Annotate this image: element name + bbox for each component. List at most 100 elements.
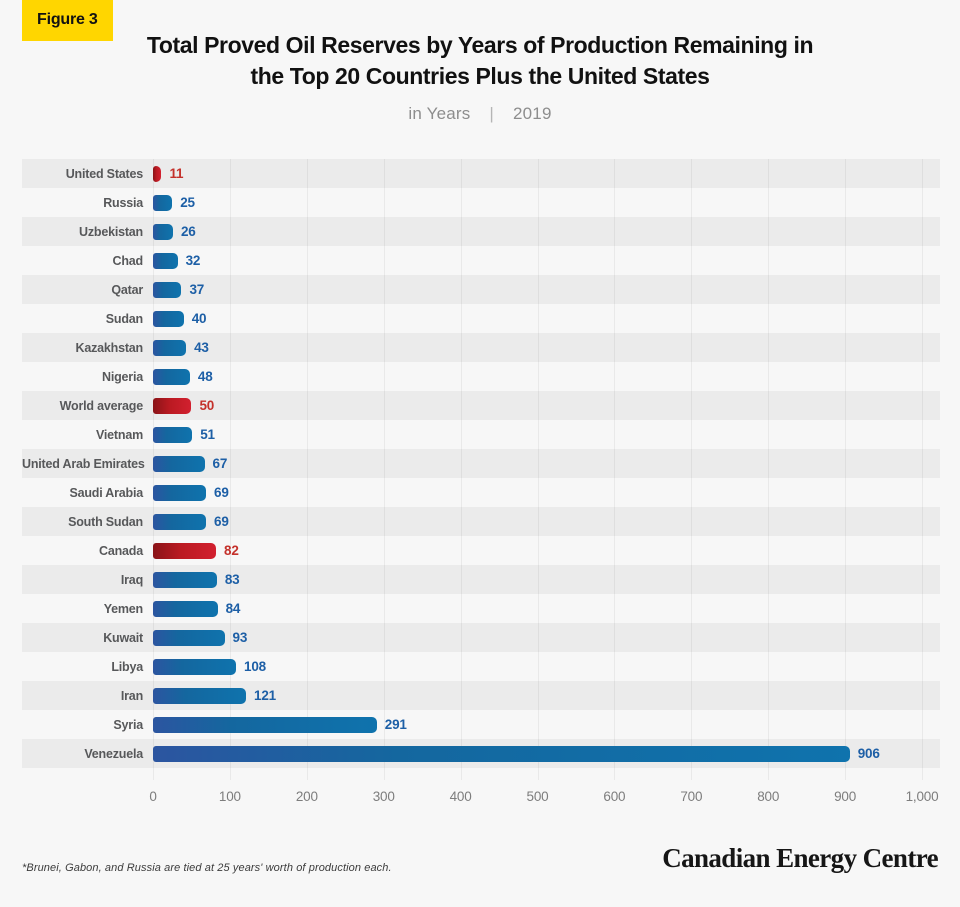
bar-track: 121 bbox=[153, 681, 940, 710]
category-label: Yemen bbox=[103, 601, 144, 616]
x-tick-label: 600 bbox=[603, 789, 626, 804]
bar-track: 67 bbox=[153, 449, 940, 478]
chart-row: Uzbekistan 26 bbox=[22, 217, 940, 246]
subtitle-separator: | bbox=[489, 104, 495, 123]
chart-row: Iraq 83 bbox=[22, 565, 940, 594]
bar-track: 906 bbox=[153, 739, 940, 768]
chart-row: Nigeria 48 bbox=[22, 362, 940, 391]
chart-row: Russia 25 bbox=[22, 188, 940, 217]
value-label: 67 bbox=[212, 456, 228, 471]
bar-track: 50 bbox=[153, 391, 940, 420]
figure-badge: Figure 3 bbox=[22, 0, 113, 41]
chart-title: Total Proved Oil Reserves by Years of Pr… bbox=[0, 30, 960, 92]
chart-subtitle: in Years | 2019 bbox=[0, 104, 960, 124]
chart-row: Qatar 37 bbox=[22, 275, 940, 304]
bar-track: 93 bbox=[153, 623, 940, 652]
category-label: Sudan bbox=[105, 311, 143, 326]
value-label: 37 bbox=[189, 282, 205, 297]
category-label: Venezuela bbox=[84, 746, 143, 761]
chart-title-line1: Total Proved Oil Reserves by Years of Pr… bbox=[146, 32, 814, 58]
category-label: Vietnam bbox=[95, 427, 143, 442]
bar-track: 82 bbox=[153, 536, 940, 565]
chart-row: Saudi Arabia 69 bbox=[22, 478, 940, 507]
x-tick-label: 1,000 bbox=[905, 789, 939, 804]
value-label: 11 bbox=[169, 166, 184, 181]
value-label: 84 bbox=[225, 601, 241, 616]
x-tick-label: 200 bbox=[295, 789, 318, 804]
chart-title-line2: the Top 20 Countries Plus the United Sta… bbox=[250, 63, 710, 89]
bar bbox=[153, 223, 173, 240]
category-label: Kazakhstan bbox=[75, 340, 144, 355]
bar bbox=[153, 658, 237, 675]
value-label: 51 bbox=[200, 427, 215, 442]
chart-row: World average 50 bbox=[22, 391, 940, 420]
category-label: Libya bbox=[111, 659, 143, 674]
category-label: Canada bbox=[99, 543, 143, 558]
value-label: 48 bbox=[197, 369, 213, 384]
category-label: Iran bbox=[120, 688, 143, 703]
chart-row: United States 11 bbox=[22, 159, 940, 188]
chart-row: Vietnam 51 bbox=[22, 420, 940, 449]
bar bbox=[153, 571, 217, 588]
bar-track: 83 bbox=[153, 565, 940, 594]
x-tick-label: 800 bbox=[757, 789, 780, 804]
category-label: United States bbox=[65, 166, 143, 181]
category-label: Uzbekistan bbox=[79, 224, 143, 239]
category-label: World average bbox=[59, 398, 144, 413]
bar-track: 11 bbox=[153, 159, 940, 188]
bar-track: 291 bbox=[153, 710, 940, 739]
value-label: 43 bbox=[194, 340, 209, 355]
category-label: Russia bbox=[103, 195, 143, 210]
bar bbox=[153, 339, 187, 356]
x-tick-label: 100 bbox=[218, 789, 241, 804]
chart-row: Sudan 40 bbox=[22, 304, 940, 333]
bar bbox=[153, 194, 173, 211]
chart-row: Chad 32 bbox=[22, 246, 940, 275]
x-tick-label: 300 bbox=[372, 789, 395, 804]
bar bbox=[153, 484, 207, 501]
bar-track: 108 bbox=[153, 652, 940, 681]
bar bbox=[153, 600, 218, 617]
brand-wordmark: Canadian Energy Centre bbox=[662, 843, 938, 873]
bar-track: 26 bbox=[153, 217, 940, 246]
category-label: Qatar bbox=[111, 282, 143, 297]
value-label: 108 bbox=[244, 659, 266, 674]
bar-track: 32 bbox=[153, 246, 940, 275]
category-label: Iraq bbox=[120, 572, 143, 587]
bar-track: 48 bbox=[153, 362, 940, 391]
bar bbox=[153, 252, 178, 269]
bar bbox=[153, 426, 193, 443]
bar-track: 37 bbox=[153, 275, 940, 304]
bar bbox=[153, 629, 225, 646]
bar-track: 43 bbox=[153, 333, 940, 362]
chart-row: Iran 121 bbox=[22, 681, 940, 710]
footnote: *Brunei, Gabon, and Russia are tied at 2… bbox=[22, 862, 392, 874]
bar bbox=[153, 310, 184, 327]
category-label: Nigeria bbox=[102, 369, 143, 384]
value-label: 50 bbox=[199, 398, 215, 413]
bar bbox=[153, 716, 377, 733]
value-label: 93 bbox=[232, 630, 248, 645]
value-label: 69 bbox=[214, 514, 229, 529]
value-label: 32 bbox=[185, 253, 201, 268]
value-label: 121 bbox=[254, 688, 276, 703]
x-tick-label: 500 bbox=[526, 789, 549, 804]
category-label: United Arab Emirates bbox=[22, 456, 145, 471]
bar bbox=[153, 745, 850, 762]
bar-chart: United States 11 Russia 25 Uzbekistan 26 Chad 3… bbox=[22, 159, 940, 819]
x-tick-label: 700 bbox=[680, 789, 703, 804]
chart-row: Kazakhstan 43 bbox=[22, 333, 940, 362]
bar bbox=[153, 281, 182, 298]
subtitle-year: 2019 bbox=[512, 104, 552, 123]
bar bbox=[153, 687, 247, 704]
value-label: 291 bbox=[384, 717, 407, 732]
bar bbox=[153, 542, 217, 559]
bar-track: 69 bbox=[153, 507, 940, 536]
value-label: 25 bbox=[180, 195, 195, 210]
value-label: 40 bbox=[191, 311, 207, 326]
chart-row: United Arab Emirates 67 bbox=[22, 449, 940, 478]
category-label: Chad bbox=[112, 253, 144, 268]
value-label: 82 bbox=[224, 543, 239, 558]
x-tick-label: 400 bbox=[449, 789, 472, 804]
value-label: 83 bbox=[224, 572, 240, 587]
